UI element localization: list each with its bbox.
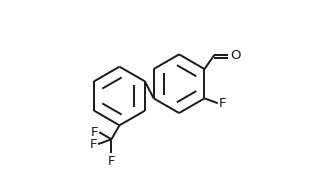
Text: O: O	[230, 49, 241, 62]
Text: F: F	[219, 97, 227, 110]
Text: F: F	[91, 126, 98, 139]
Text: F: F	[90, 138, 97, 151]
Text: F: F	[108, 155, 115, 168]
